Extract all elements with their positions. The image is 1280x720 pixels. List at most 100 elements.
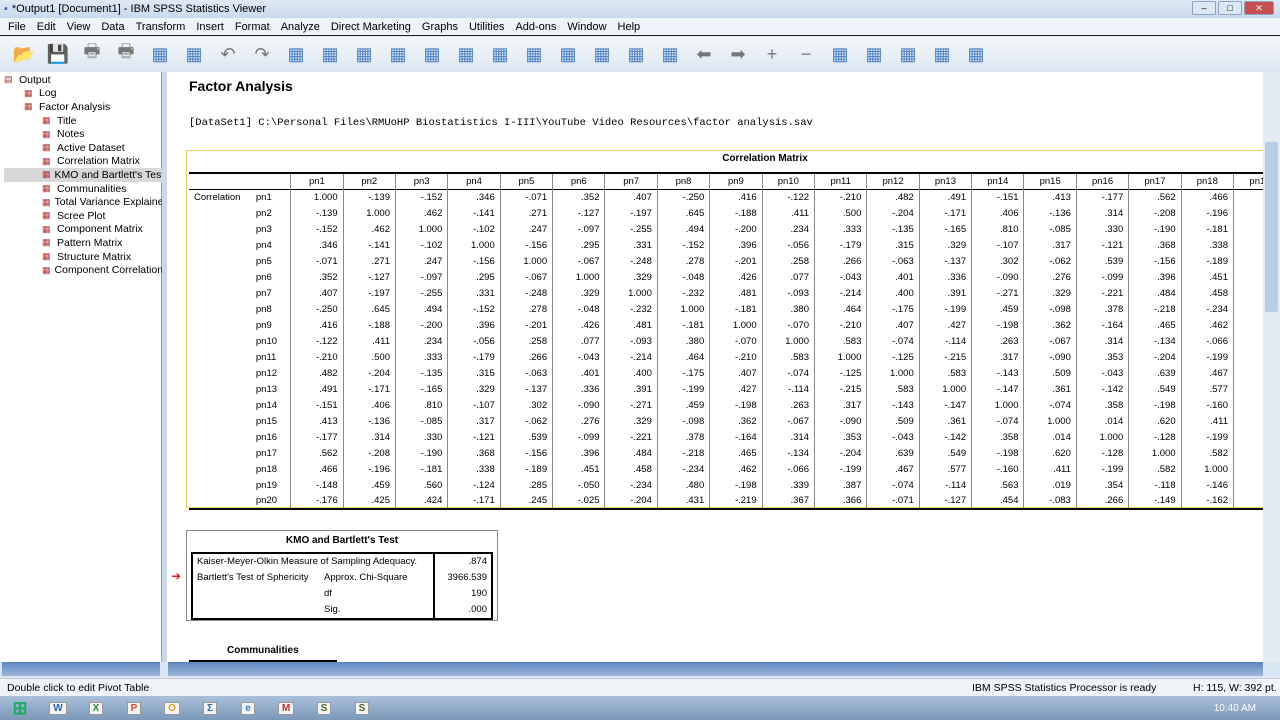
pane-splitter[interactable] <box>162 72 167 662</box>
menu-window[interactable]: Window <box>567 20 607 33</box>
outline-root[interactable]: ▤ Output <box>4 73 161 87</box>
outline-item[interactable]: ▦ Log <box>4 87 161 101</box>
variables-button[interactable]: ▦ <box>384 41 412 67</box>
menu-add-ons[interactable]: Add-ons <box>515 20 557 33</box>
blank-button[interactable]: ▦ <box>656 41 684 67</box>
forward-button[interactable]: ➡ <box>724 41 752 67</box>
correlation-cell: .563 <box>971 477 1024 493</box>
menu-analyze[interactable]: Analyze <box>280 20 320 33</box>
start-button[interactable]: ⊞ <box>12 697 28 718</box>
expand-button[interactable]: + <box>758 41 786 67</box>
export-button[interactable]: ▦ <box>146 41 174 67</box>
menu-transform[interactable]: Transform <box>135 20 186 33</box>
run-script-button[interactable]: ▦ <box>622 41 650 67</box>
taskbar-app-button[interactable]: P <box>116 697 152 719</box>
value-labels-button[interactable]: ▦ <box>486 41 514 67</box>
outline-item[interactable]: ▦ Notes <box>4 127 161 141</box>
spell-button[interactable]: ▦ <box>554 41 582 67</box>
show-button[interactable]: ▦ <box>826 41 854 67</box>
correlation-cell: -.107 <box>971 237 1024 253</box>
menu-help[interactable]: Help <box>617 20 641 33</box>
outline-item[interactable]: ▦ Component Correlation <box>4 263 163 277</box>
outline-item[interactable]: ▦ Scree Plot <box>4 209 161 223</box>
redo-button[interactable]: ↷ <box>248 41 276 67</box>
row-group-label <box>189 397 251 413</box>
insert-title-button[interactable]: ▦ <box>928 41 956 67</box>
menu-view[interactable]: View <box>66 20 91 33</box>
print-button[interactable]: 🖶 <box>78 41 106 67</box>
taskbar-app-button[interactable]: M <box>268 697 304 719</box>
variables-icon: ▦ <box>389 43 407 64</box>
app-icon: S <box>354 701 370 715</box>
menu-insert[interactable]: Insert <box>196 20 224 33</box>
menu-utilities[interactable]: Utilities <box>468 20 505 33</box>
insert-text-button[interactable]: ▦ <box>962 41 990 67</box>
correlation-cell: -.156 <box>447 253 501 269</box>
insert-heading-button[interactable]: ▦ <box>894 41 922 67</box>
save-button[interactable]: 💾 <box>44 41 72 67</box>
menu-format[interactable]: Format <box>234 20 270 33</box>
outline-item[interactable]: ▦ Factor Analysis <box>4 100 161 114</box>
menu-data[interactable]: Data <box>101 20 125 33</box>
correlation-cell: -.164 <box>709 429 763 445</box>
content-horizontal-scrollbar[interactable] <box>168 662 1263 676</box>
goto-data-button[interactable]: ▦ <box>282 41 310 67</box>
taskbar-app-button[interactable]: O <box>154 697 190 719</box>
menu-edit[interactable]: Edit <box>36 20 56 33</box>
correlation-cell: -.148 <box>290 477 344 493</box>
correlation-cell: .462 <box>709 461 763 477</box>
taskbar-app-button[interactable]: e <box>230 697 266 719</box>
outline-item[interactable]: ▦ Title <box>4 114 161 128</box>
correlation-cell: .467 <box>1180 365 1234 381</box>
correlation-cell: -.102 <box>447 221 501 237</box>
taskbar-app-button[interactable]: X <box>78 697 114 719</box>
outline-item[interactable]: ▦ Pattern Matrix <box>4 236 161 250</box>
print-preview-button[interactable]: 🖶 <box>112 41 140 67</box>
outline-item[interactable]: ▦ Correlation Matrix <box>4 155 161 169</box>
correlation-cell: -.179 <box>447 349 501 365</box>
scroll-thumb[interactable] <box>1265 142 1278 312</box>
back-button[interactable]: ⬅ <box>690 41 718 67</box>
correlation-cell: .333 <box>394 349 448 365</box>
taskbar-app-button[interactable]: Σ <box>192 697 228 719</box>
designate-window-button[interactable]: ▦ <box>418 41 446 67</box>
designate-window-icon: ▦ <box>423 43 441 64</box>
collapse-button[interactable]: − <box>792 41 820 67</box>
correlation-cell: .451 <box>552 461 605 477</box>
vertical-scrollbar[interactable] <box>1263 72 1280 662</box>
outline-item[interactable]: ▦ Active Dataset <box>4 141 161 155</box>
undo-button[interactable]: ↶ <box>214 41 242 67</box>
menu-direct-marketing[interactable]: Direct Marketing <box>330 20 411 33</box>
recall-dialog-button[interactable]: ▦ <box>180 41 208 67</box>
hide-button[interactable]: ▦ <box>860 41 888 67</box>
minimize-button[interactable]: – <box>1192 1 1216 15</box>
maximize-button[interactable]: □ <box>1218 1 1242 15</box>
create-text-button[interactable]: ▦ <box>588 41 616 67</box>
goto-variable-button[interactable]: ▦ <box>350 41 378 67</box>
taskbar-app-button[interactable]: S <box>306 697 342 719</box>
correlation-cell: .314 <box>1075 333 1129 349</box>
outline-item[interactable]: ▦ Total Variance Explained <box>4 195 169 209</box>
correlation-cell: -.141 <box>342 237 396 253</box>
correlation-cell: .338 <box>1180 237 1234 253</box>
outline-item[interactable]: ▦ Component Matrix <box>4 223 161 237</box>
goto-case-button[interactable]: ▦ <box>316 41 344 67</box>
outline-item[interactable]: ▦ Structure Matrix <box>4 250 161 264</box>
close-button[interactable]: ✕ <box>1244 1 1274 15</box>
open-button[interactable]: 📂 <box>10 41 38 67</box>
taskbar-app-button[interactable]: W <box>40 697 76 719</box>
menu-file[interactable]: File <box>8 20 26 33</box>
outline-item[interactable]: ▦ Communalities <box>4 182 161 196</box>
correlation-cell: .315 <box>866 237 920 253</box>
correlation-cell: .582 <box>1128 461 1182 477</box>
use-sets-button[interactable]: ▦ <box>520 41 548 67</box>
row-group-label <box>189 413 251 429</box>
pivot-table-icon: ▦ <box>42 237 51 248</box>
taskbar-app-button[interactable]: S <box>344 697 380 719</box>
select-cases-button[interactable]: ▦ <box>452 41 480 67</box>
outline-horizontal-scrollbar[interactable] <box>2 662 160 676</box>
menu-graphs[interactable]: Graphs <box>421 20 458 33</box>
outline-item[interactable]: ▦ KMO and Bartlett's Test <box>4 168 164 182</box>
kmo-bartlett-pivot[interactable]: KMO and Bartlett's Test Kaiser-Meyer-Olk… <box>186 530 498 621</box>
correlation-matrix-pivot[interactable]: Correlation Matrix pn1 pn2 pn3 pn4 pn5 pn6 pn7… <box>186 150 1263 509</box>
